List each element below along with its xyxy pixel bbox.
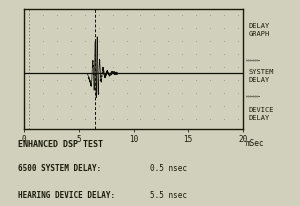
Text: DELAY
GRAPH: DELAY GRAPH: [248, 22, 270, 36]
Text: HEARING DEVICE DELAY:: HEARING DEVICE DELAY:: [17, 190, 115, 199]
Text: 5.5 nsec: 5.5 nsec: [150, 190, 187, 199]
Text: ENHANCED DSP TEST: ENHANCED DSP TEST: [17, 140, 103, 149]
Text: DEVICE
DELAY: DEVICE DELAY: [248, 106, 274, 120]
Text: 6500 SYSTEM DELAY:: 6500 SYSTEM DELAY:: [17, 163, 101, 172]
Text: SYSTEM
DELAY: SYSTEM DELAY: [248, 69, 274, 83]
Text: mSec: mSec: [246, 138, 265, 147]
Text: 0.5 nsec: 0.5 nsec: [150, 163, 187, 172]
